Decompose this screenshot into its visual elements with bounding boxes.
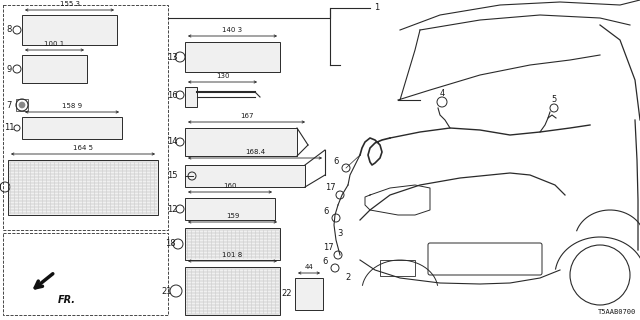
Bar (185, 87, 197, 107)
Text: 17: 17 (323, 244, 333, 252)
Text: 140 3: 140 3 (223, 27, 243, 33)
Text: 12: 12 (167, 204, 177, 213)
Circle shape (19, 102, 25, 108)
Text: 17: 17 (324, 182, 335, 191)
Text: T5AAB0700: T5AAB0700 (598, 309, 636, 315)
Bar (185, 42, 280, 72)
Bar (185, 128, 297, 156)
Text: 21: 21 (162, 286, 172, 295)
Text: 15: 15 (167, 172, 177, 180)
Text: 3: 3 (337, 228, 342, 237)
Bar (22, 15, 117, 45)
Text: 18: 18 (164, 239, 175, 249)
Text: 13: 13 (166, 52, 177, 61)
Text: 6: 6 (333, 157, 339, 166)
Text: 155 3: 155 3 (60, 1, 79, 7)
Bar (185, 198, 275, 220)
Text: 1: 1 (374, 4, 380, 12)
Text: 158 9: 158 9 (62, 103, 82, 109)
Bar (380, 260, 415, 276)
Bar (185, 165, 305, 187)
Text: 44: 44 (305, 264, 314, 270)
Text: 6: 6 (323, 258, 328, 267)
Text: 2: 2 (346, 274, 351, 283)
Bar (185, 228, 280, 260)
Text: 167: 167 (240, 113, 253, 119)
Text: 16: 16 (166, 91, 177, 100)
Text: 101 8: 101 8 (222, 252, 243, 258)
Text: 11: 11 (4, 124, 14, 132)
Text: 20: 20 (0, 182, 3, 191)
Bar (3, 233, 168, 315)
Text: 100 1: 100 1 (44, 41, 65, 47)
Text: 8: 8 (6, 26, 12, 35)
Text: 160: 160 (223, 183, 237, 189)
Text: 7: 7 (6, 100, 12, 109)
Bar (185, 267, 280, 315)
Text: 159: 159 (226, 213, 239, 219)
Text: FR.: FR. (58, 295, 76, 305)
Text: 9: 9 (6, 65, 12, 74)
Text: 164 5: 164 5 (73, 145, 93, 151)
Bar (22, 117, 122, 139)
Bar (16, 99, 28, 111)
Bar (8, 160, 158, 215)
Bar (3, 5, 168, 230)
Bar (295, 278, 323, 310)
Text: 168.4: 168.4 (245, 149, 265, 155)
Text: 4: 4 (440, 90, 445, 99)
Text: 14: 14 (167, 138, 177, 147)
Text: 5: 5 (552, 94, 557, 103)
Text: 6: 6 (323, 207, 329, 217)
Text: 130: 130 (216, 73, 229, 79)
Text: 22: 22 (282, 290, 292, 299)
Bar (22, 55, 87, 83)
